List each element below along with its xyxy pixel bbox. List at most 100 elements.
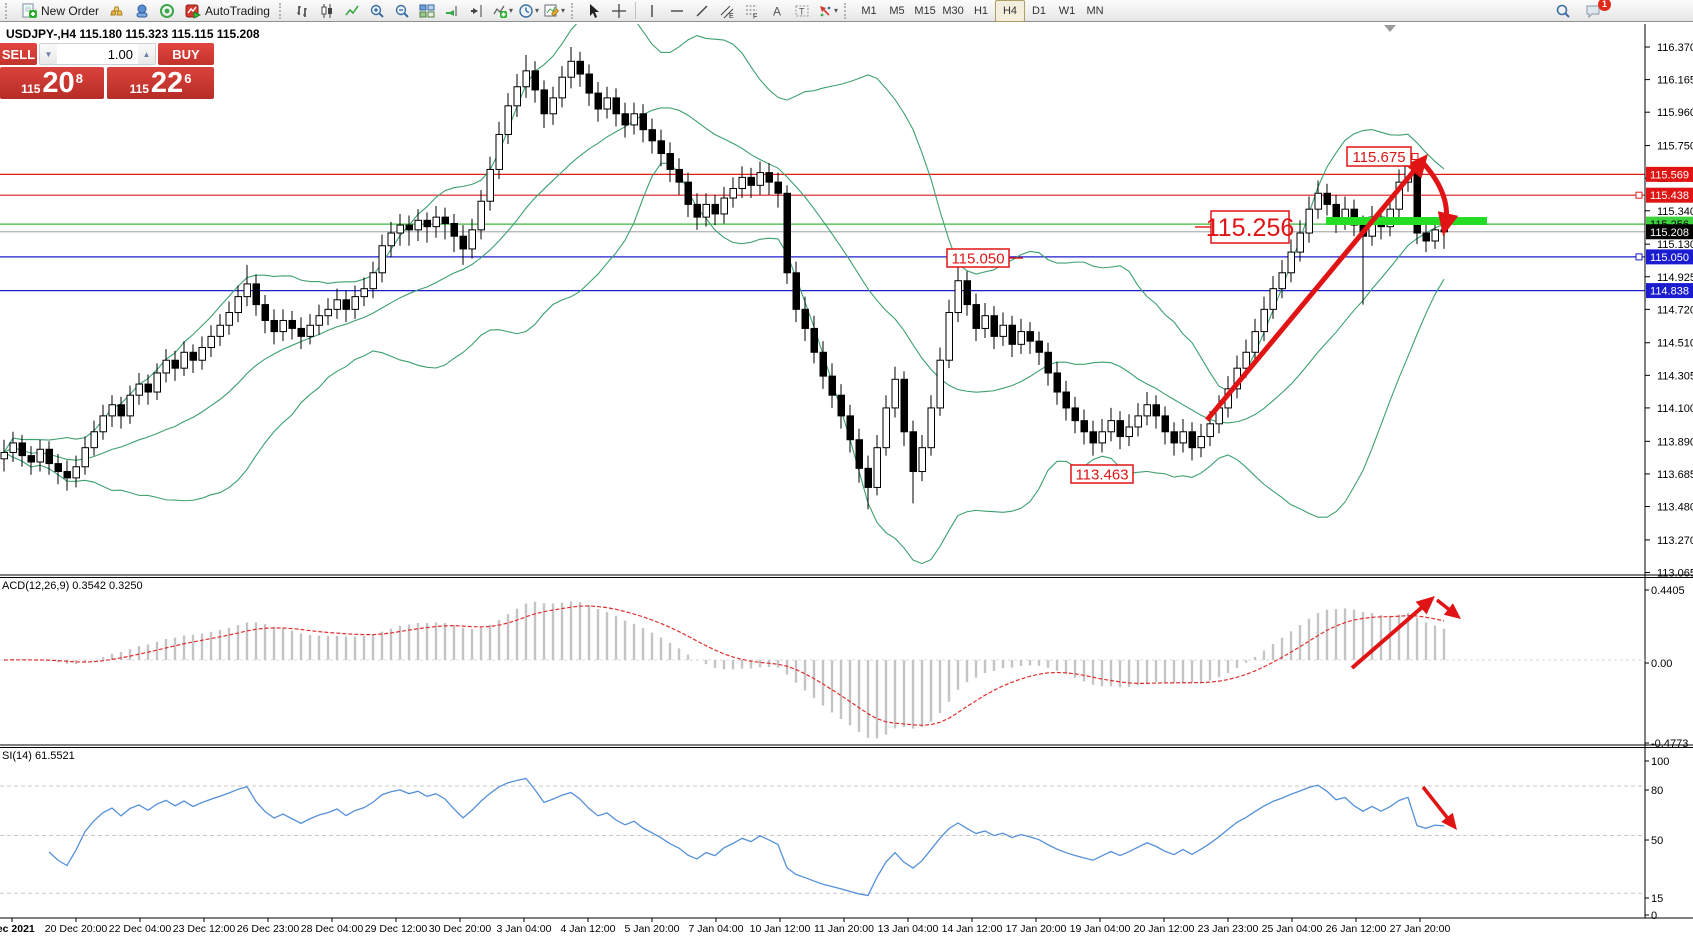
line-chart-button[interactable]	[340, 1, 364, 21]
volume-stepper[interactable]: ▼ 1.00 ▲	[39, 43, 156, 65]
new-order-label: New Order	[41, 3, 100, 18]
equidistant-channel-button[interactable]: E	[715, 1, 739, 21]
candlestick-chart-button[interactable]	[315, 1, 339, 21]
svg-text:114.925: 114.925	[1657, 272, 1693, 284]
bars-chart-icon	[294, 3, 310, 19]
svg-text:7 Jan 04:00: 7 Jan 04:00	[689, 923, 744, 935]
trendline-button[interactable]	[690, 1, 714, 21]
templates-button[interactable]: ▾	[542, 1, 567, 21]
arrow-head	[1441, 812, 1457, 830]
candles-layer	[0, 47, 1448, 510]
timeframe-button-MN[interactable]: MN	[1086, 4, 1104, 17]
text-button[interactable]: A	[765, 1, 789, 21]
cursor-button[interactable]	[582, 1, 606, 21]
svg-text:4 Jan 12:00: 4 Jan 12:00	[561, 923, 616, 935]
symbol-search-button[interactable]	[1551, 1, 1575, 21]
signals-button[interactable]	[155, 1, 179, 21]
periods-button[interactable]: ▾	[516, 1, 541, 21]
svg-text:0.4405: 0.4405	[1651, 585, 1685, 597]
svg-text:0.00: 0.00	[1651, 658, 1672, 670]
svg-text:114.100: 114.100	[1657, 403, 1693, 415]
svg-text:115.438: 115.438	[1650, 190, 1689, 202]
annotation-layer[interactable]	[1205, 154, 1487, 830]
macd-axis-labels: 0.4405 0.00 -0.4773	[1645, 585, 1688, 750]
zoom-in-button[interactable]	[365, 1, 389, 21]
candlestick-chart-icon	[319, 3, 335, 19]
sell-price-main: 20	[42, 67, 75, 99]
timeframe-button-W1[interactable]: W1	[1058, 4, 1076, 17]
arrow-head	[1437, 211, 1459, 236]
one-click-trading-panel[interactable]: SELL ▼ 1.00 ▲ BUY 115 20 8 115 22 6	[0, 43, 214, 99]
channel-icon: E	[719, 3, 735, 20]
svg-text:115.340: 115.340	[1657, 206, 1693, 218]
dropdown-caret[interactable]: ▾	[560, 6, 565, 15]
auto-scroll-button[interactable]	[440, 1, 464, 21]
dropdown-caret[interactable]: ▾	[508, 6, 513, 15]
volume-decrease-button[interactable]: ▼	[40, 44, 57, 64]
svg-text:114.838: 114.838	[1650, 286, 1689, 298]
new-order-button[interactable]: New Order	[16, 1, 104, 21]
autotrading-button[interactable]: AutoTrading	[180, 1, 275, 21]
timeframe-button-M30[interactable]: M30	[942, 4, 964, 17]
svg-text:F: F	[753, 13, 757, 19]
expert-advisors-button[interactable]	[130, 1, 154, 21]
volume-value[interactable]: 1.00	[107, 46, 133, 62]
dropdown-caret[interactable]: ▾	[534, 6, 539, 15]
svg-text:11 Jan 20:00: 11 Jan 20:00	[814, 923, 874, 935]
sell-price-display[interactable]: 115 20 8	[0, 67, 104, 99]
bollinger-bands	[3, 24, 1445, 565]
buy-button[interactable]: BUY	[158, 43, 214, 65]
crosshair-button[interactable]	[607, 1, 631, 21]
svg-text:22 Dec 04:00: 22 Dec 04:00	[109, 923, 172, 935]
annotation-price-label[interactable]: 115.256	[1195, 210, 1294, 244]
timeframe-button-H1[interactable]: H1	[973, 4, 989, 17]
rsi-panel[interactable]	[0, 777, 1645, 897]
sell-price-prefix: 115	[21, 82, 41, 96]
vertical-line-button[interactable]	[640, 1, 664, 21]
tile-windows-button[interactable]	[415, 1, 439, 21]
annotation-price-label[interactable]: 115.675	[1346, 146, 1419, 167]
indicators-button[interactable]: ▾	[490, 1, 515, 21]
volume-increase-button[interactable]: ▲	[138, 44, 155, 64]
bollinger-lower	[3, 162, 1445, 565]
svg-text:17 Jan 20:00: 17 Jan 20:00	[1006, 923, 1067, 935]
gold-bars-icon	[109, 3, 125, 19]
arrows-tool-icon	[817, 3, 833, 19]
svg-text:Dec 2021: Dec 2021	[0, 923, 35, 935]
svg-text:3 Jan 04:00: 3 Jan 04:00	[497, 923, 552, 935]
fibonacci-icon: F	[744, 3, 760, 20]
chart-canvas[interactable]: 116.370116.165115.960115.750115.545115.3…	[0, 24, 1693, 943]
zoom-out-button[interactable]	[390, 1, 414, 21]
svg-text:26 Jan 12:00: 26 Jan 12:00	[1326, 923, 1387, 935]
horizontal-line-button[interactable]	[665, 1, 689, 21]
market-watch-button[interactable]	[105, 1, 129, 21]
fibonacci-button[interactable]: F	[740, 1, 764, 21]
svg-text:15: 15	[1651, 893, 1663, 905]
timeframe-button-D1[interactable]: D1	[1031, 4, 1047, 17]
clock-icon	[518, 3, 534, 19]
timeframe-button-H4[interactable]: H4	[995, 0, 1026, 22]
price-axis-labels: 116.370116.165115.960115.750115.545115.3…	[1645, 42, 1693, 579]
svg-text:113.890: 113.890	[1657, 436, 1693, 448]
timeframe-button-M5[interactable]: M5	[889, 4, 905, 17]
macd-indicator-label: ACD(12,26,9) 0.3542 0.3250	[2, 580, 143, 592]
svg-text:80: 80	[1651, 785, 1663, 797]
buy-price-prefix: 115	[129, 82, 149, 96]
timeframe-button-M15[interactable]: M15	[914, 4, 936, 17]
chart-frame	[0, 24, 1693, 919]
dropdown-caret[interactable]: ▾	[834, 6, 839, 15]
sell-button[interactable]: SELL	[0, 43, 37, 65]
chart-shift-button[interactable]	[465, 1, 489, 21]
text-label-button[interactable]: T	[790, 1, 814, 21]
svg-text:28 Dec 04:00: 28 Dec 04:00	[301, 923, 364, 935]
tile-windows-icon	[419, 3, 435, 19]
autotrading-label: AutoTrading	[205, 3, 270, 18]
timeframe-button-M1[interactable]: M1	[861, 4, 877, 17]
bars-chart-button[interactable]	[290, 1, 314, 21]
buy-price-display[interactable]: 115 22 6	[107, 67, 214, 99]
arrows-button[interactable]: ▾	[815, 1, 840, 21]
annotation-price-label[interactable]: 113.463	[1070, 464, 1134, 484]
notifications-button[interactable]: 1	[1581, 0, 1611, 21]
annotation-price-label[interactable]: 115.050	[946, 248, 1023, 268]
svg-text:E: E	[729, 13, 734, 19]
